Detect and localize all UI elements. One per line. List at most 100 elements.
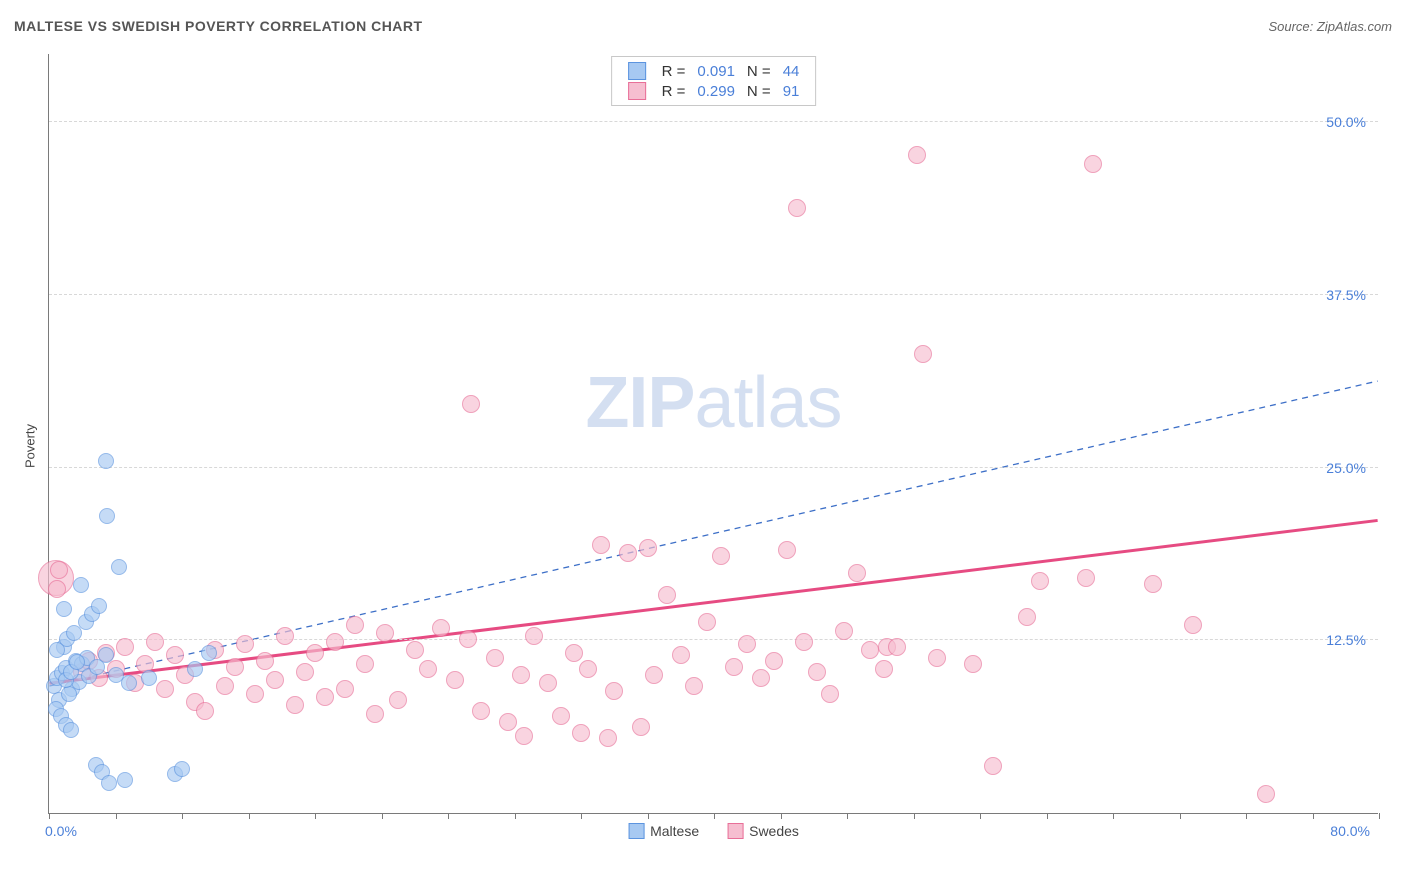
data-point-swedes: [1077, 569, 1095, 587]
data-point-swedes: [908, 146, 926, 164]
data-point-swedes: [462, 395, 480, 413]
y-tick-label: 50.0%: [1326, 114, 1366, 130]
data-point-swedes: [472, 702, 490, 720]
legend-item: Swedes: [727, 823, 799, 839]
x-tick: [714, 813, 715, 819]
data-point-swedes: [356, 655, 374, 673]
data-point-maltese: [63, 722, 79, 738]
x-axis-min-label: 0.0%: [45, 823, 77, 839]
data-point-swedes: [572, 724, 590, 742]
data-point-swedes: [432, 619, 450, 637]
data-point-swedes: [1184, 616, 1202, 634]
data-point-swedes: [835, 622, 853, 640]
x-tick: [980, 813, 981, 819]
gridline: [49, 294, 1378, 295]
data-point-swedes: [605, 682, 623, 700]
legend-item: Maltese: [628, 823, 699, 839]
data-point-swedes: [928, 649, 946, 667]
x-tick: [182, 813, 183, 819]
data-point-swedes: [861, 641, 879, 659]
data-point-swedes: [276, 627, 294, 645]
data-point-swedes: [236, 635, 254, 653]
data-point-swedes: [964, 655, 982, 673]
data-point-swedes: [406, 641, 424, 659]
data-point-maltese: [101, 775, 117, 791]
data-point-swedes: [459, 630, 477, 648]
data-point-swedes: [376, 624, 394, 642]
x-tick: [648, 813, 649, 819]
x-tick: [781, 813, 782, 819]
data-point-swedes: [808, 663, 826, 681]
data-point-swedes: [246, 685, 264, 703]
data-point-maltese: [69, 654, 85, 670]
data-point-swedes: [196, 702, 214, 720]
x-tick: [1379, 813, 1380, 819]
legend-swatch-icon: [628, 823, 644, 839]
data-point-maltese: [174, 761, 190, 777]
x-tick: [1246, 813, 1247, 819]
data-point-swedes: [795, 633, 813, 651]
scatter-plot-area: ZIPatlas R = 0.091 N = 44 R = 0.299 N = …: [48, 54, 1378, 814]
data-point-swedes: [848, 564, 866, 582]
data-point-swedes: [698, 613, 716, 631]
data-point-swedes: [1257, 785, 1275, 803]
data-point-swedes: [639, 539, 657, 557]
data-point-swedes: [765, 652, 783, 670]
data-point-swedes: [336, 680, 354, 698]
legend-label: Maltese: [650, 823, 699, 839]
data-point-swedes: [914, 345, 932, 363]
data-point-swedes: [685, 677, 703, 695]
data-point-swedes: [888, 638, 906, 656]
data-point-swedes: [658, 586, 676, 604]
x-tick: [116, 813, 117, 819]
x-tick: [1313, 813, 1314, 819]
data-point-swedes: [366, 705, 384, 723]
data-point-swedes: [48, 580, 66, 598]
data-point-maltese: [98, 453, 114, 469]
data-point-swedes: [565, 644, 583, 662]
data-point-swedes: [778, 541, 796, 559]
data-point-swedes: [1018, 608, 1036, 626]
x-tick: [515, 813, 516, 819]
data-point-swedes: [725, 658, 743, 676]
data-point-swedes: [752, 669, 770, 687]
x-tick: [1180, 813, 1181, 819]
data-point-swedes: [166, 646, 184, 664]
data-point-swedes: [579, 660, 597, 678]
data-point-swedes: [256, 652, 274, 670]
data-point-swedes: [419, 660, 437, 678]
x-tick: [847, 813, 848, 819]
x-tick: [49, 813, 50, 819]
data-point-swedes: [226, 658, 244, 676]
data-point-swedes: [1084, 155, 1102, 173]
data-point-swedes: [499, 713, 517, 731]
data-point-swedes: [316, 688, 334, 706]
gridline: [49, 467, 1378, 468]
data-point-swedes: [50, 561, 68, 579]
data-point-maltese: [117, 772, 133, 788]
data-point-swedes: [266, 671, 284, 689]
data-point-maltese: [98, 647, 114, 663]
data-point-swedes: [389, 691, 407, 709]
x-tick: [448, 813, 449, 819]
data-point-swedes: [326, 633, 344, 651]
data-point-maltese: [91, 598, 107, 614]
data-point-swedes: [156, 680, 174, 698]
data-point-maltese: [56, 601, 72, 617]
data-point-swedes: [821, 685, 839, 703]
data-point-maltese: [187, 661, 203, 677]
legend-row-maltese: R = 0.091 N = 44: [622, 61, 806, 81]
data-point-maltese: [49, 642, 65, 658]
legend-correlation-box: R = 0.091 N = 44 R = 0.299 N = 91: [611, 56, 817, 106]
data-point-maltese: [141, 670, 157, 686]
data-point-swedes: [552, 707, 570, 725]
data-point-swedes: [515, 727, 533, 745]
data-point-swedes: [146, 633, 164, 651]
data-point-swedes: [525, 627, 543, 645]
swatch-maltese-icon: [628, 62, 646, 80]
legend-row-swedes: R = 0.299 N = 91: [622, 81, 806, 101]
data-point-maltese: [73, 577, 89, 593]
y-axis-label: Poverty: [23, 424, 38, 468]
x-tick: [581, 813, 582, 819]
data-point-swedes: [632, 718, 650, 736]
